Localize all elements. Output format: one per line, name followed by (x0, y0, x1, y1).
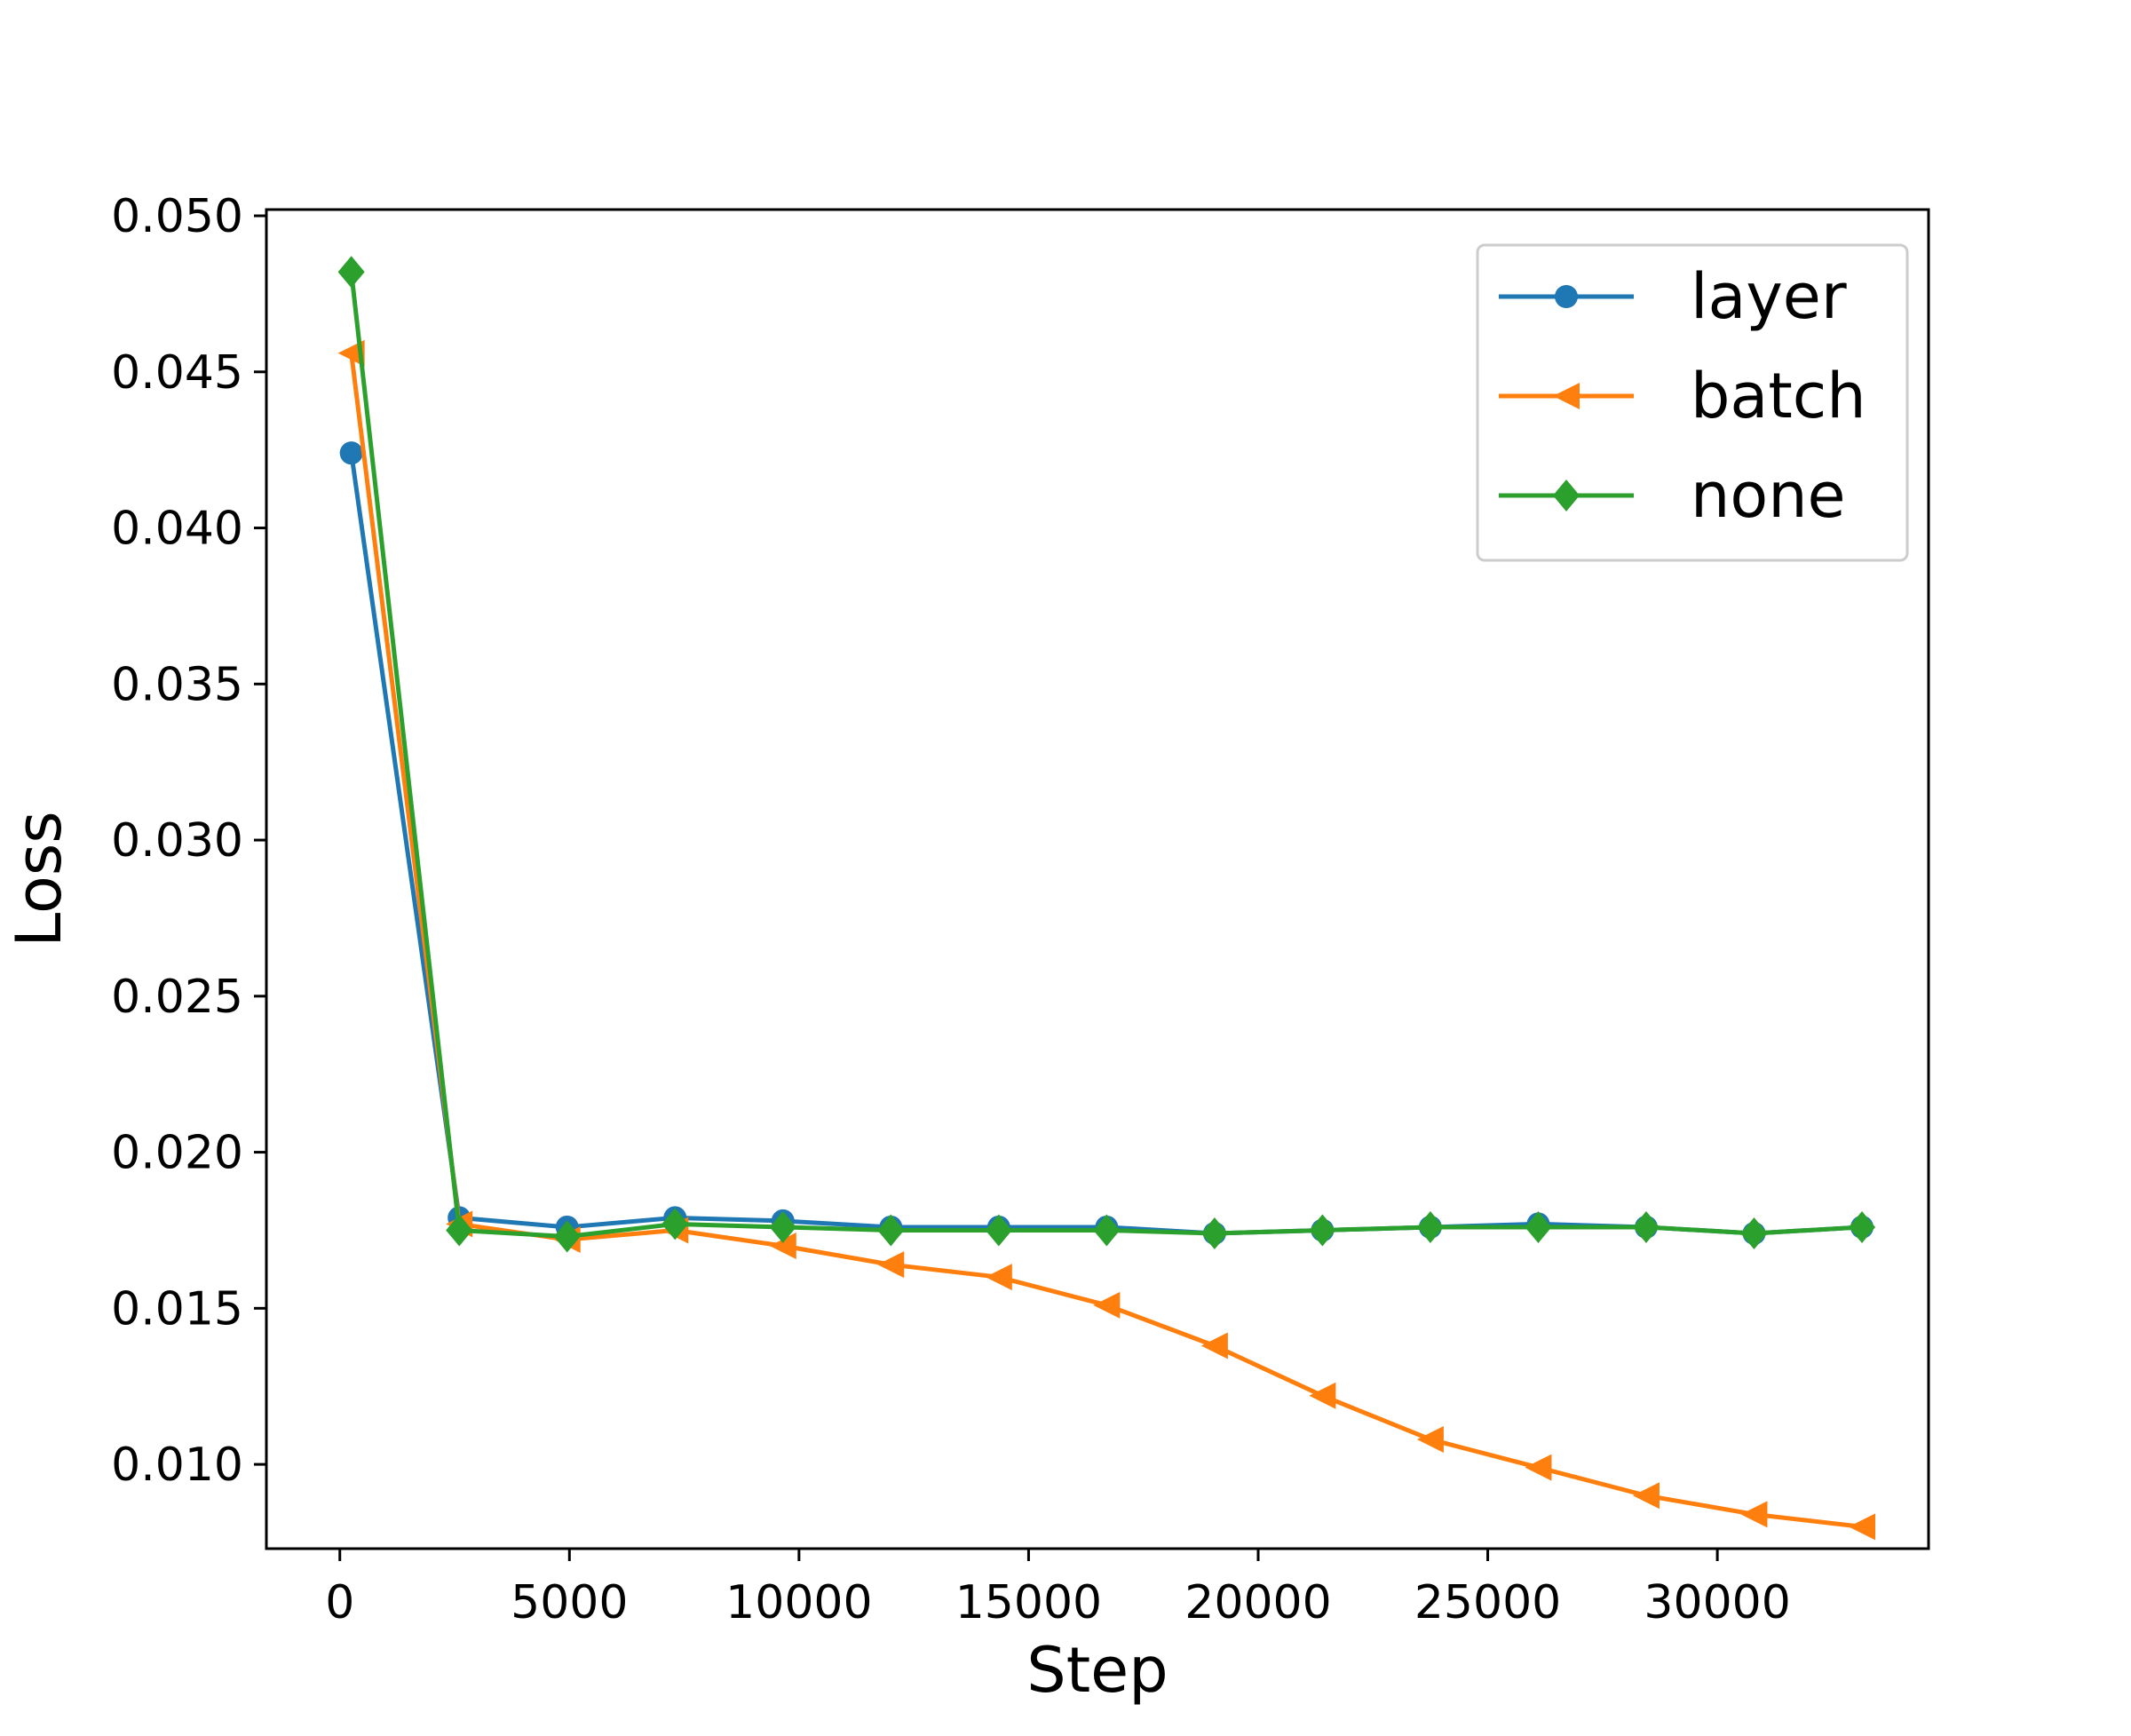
data-point-none (1309, 1214, 1336, 1247)
y-tick-label: 0.040 (111, 503, 243, 556)
x-tick-label: 0 (325, 1576, 354, 1629)
legend-item-none: none (1499, 459, 1846, 532)
data-point-none (985, 1214, 1012, 1247)
data-point-batch (769, 1233, 796, 1260)
data-point-none (1740, 1217, 1768, 1249)
y-axis: 0.010 0.015 0.020 0.025 0.030 0.035 0.040 0.045… (111, 190, 266, 1492)
x-tick-label: 5000 (511, 1576, 628, 1629)
x-axis: 0 5000 10000 15000 20000 25000 30000 (325, 1549, 1791, 1629)
legend-label: batch (1691, 360, 1866, 432)
x-tick-label: 20000 (1184, 1576, 1331, 1629)
legend-marker (1553, 383, 1580, 409)
data-point-batch (985, 1264, 1012, 1291)
y-tick-label: 0.025 (111, 971, 243, 1024)
data-point-batch (1740, 1501, 1768, 1528)
y-tick-label: 0.010 (111, 1439, 243, 1492)
data-point-none (1632, 1210, 1660, 1243)
data-point-none (1416, 1210, 1444, 1243)
data-point-batch (1525, 1454, 1552, 1481)
data-point-batch (1309, 1382, 1336, 1409)
plot-frame (265, 208, 1930, 1550)
data-point-none (1200, 1217, 1228, 1249)
data-point-batch (1416, 1425, 1444, 1453)
legend: layer batch none (1476, 243, 1909, 562)
x-tick-label: 25000 (1414, 1576, 1561, 1629)
legend-item-batch: batch (1499, 360, 1866, 432)
series-none (337, 256, 1876, 1253)
data-point-none (1525, 1210, 1552, 1243)
legend-marker (1553, 480, 1580, 511)
data-point-none (446, 1214, 473, 1247)
x-axis-label: Step (1026, 1634, 1168, 1707)
y-tick-label: 0.050 (111, 190, 243, 243)
x-tick-label: 30000 (1644, 1576, 1790, 1629)
y-axis-label: Loss (3, 811, 75, 947)
data-point-batch (1200, 1332, 1228, 1359)
legend-label: none (1691, 459, 1846, 532)
y-tick-label: 0.030 (111, 814, 243, 868)
x-tick-label: 15000 (955, 1576, 1102, 1629)
data-point-batch (1093, 1291, 1121, 1319)
legend-box (1476, 243, 1909, 562)
data-point-batch (877, 1251, 905, 1279)
data-point-none (769, 1210, 796, 1243)
y-tick-label: 0.015 (111, 1282, 243, 1336)
data-point-none (1849, 1210, 1876, 1243)
x-tick-label: 10000 (725, 1576, 872, 1629)
data-point-none (877, 1214, 905, 1247)
data-point-none (1093, 1214, 1121, 1247)
y-tick-label: 0.045 (111, 346, 243, 400)
legend-label: layer (1691, 260, 1847, 333)
legend-marker (1555, 285, 1578, 308)
data-point-batch (1632, 1482, 1660, 1510)
data-point-none (337, 256, 365, 289)
y-tick-label: 0.020 (111, 1127, 243, 1180)
data-point-none (553, 1220, 581, 1253)
data-point-batch (1849, 1513, 1876, 1541)
legend-item-layer: layer (1499, 260, 1847, 333)
data-point-none (661, 1208, 689, 1241)
plot-area (337, 256, 1876, 1541)
y-tick-label: 0.035 (111, 658, 243, 711)
data-point-layer (339, 441, 363, 465)
